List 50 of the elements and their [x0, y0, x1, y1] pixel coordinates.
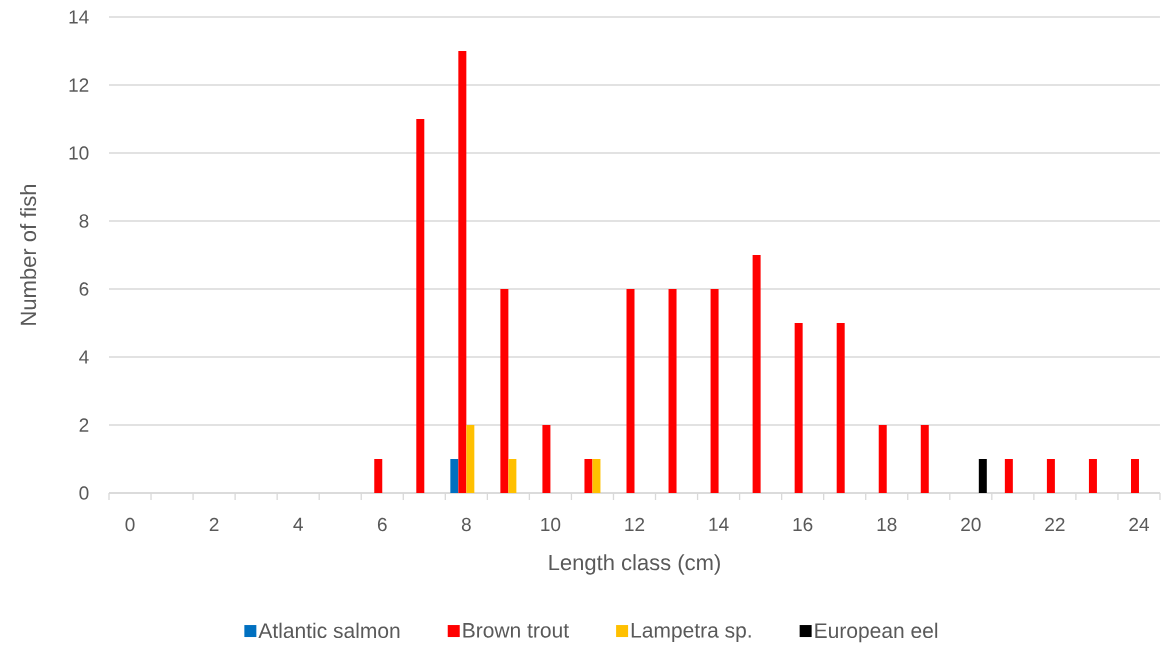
- x-tick-label: 16: [793, 517, 813, 532]
- bar: [450, 459, 459, 493]
- bar: [794, 323, 803, 493]
- bar: [626, 289, 635, 493]
- x-tick-label: 2: [209, 517, 219, 532]
- y-tick-label: 6: [79, 282, 89, 296]
- bar: [878, 425, 887, 493]
- x-tick-label: 8: [461, 517, 471, 532]
- x-tick-label: 6: [377, 517, 387, 532]
- y-tick-label: 14: [69, 10, 89, 24]
- bar: [710, 289, 719, 493]
- bar: [466, 425, 475, 493]
- x-tick-label: 0: [125, 517, 135, 532]
- y-tick-label: 4: [79, 350, 89, 364]
- bar: [1130, 459, 1139, 493]
- y-axis-title: Number of fish: [20, 184, 37, 325]
- bar: [542, 425, 551, 493]
- y-tick-label: 2: [79, 418, 89, 432]
- x-tick-label: 10: [541, 517, 561, 532]
- bar: [458, 51, 467, 493]
- bar: [584, 459, 593, 493]
- bar: [978, 459, 987, 493]
- bar: [1046, 459, 1055, 493]
- bar: [920, 425, 929, 493]
- bar: [500, 289, 509, 493]
- x-tick-label: 20: [961, 517, 981, 532]
- legend-label: Atlantic salmon: [258, 622, 400, 639]
- legend-label: Lampetra sp.: [631, 623, 751, 642]
- x-tick-label: 12: [625, 517, 645, 532]
- bar: [416, 119, 425, 493]
- x-axis-title: Length class (cm): [549, 554, 720, 575]
- legend-label: European eel: [815, 622, 938, 643]
- bar: [836, 323, 845, 493]
- bar: [752, 255, 761, 493]
- y-tick-label: 10: [69, 146, 89, 160]
- x-tick-label: 18: [877, 517, 897, 532]
- y-tick-label: 0: [79, 486, 89, 500]
- bar: [1088, 459, 1097, 493]
- bar: [668, 289, 677, 493]
- bar: [508, 459, 517, 493]
- x-tick-label: 14: [709, 517, 729, 531]
- x-tick-label: 22: [1045, 517, 1065, 532]
- x-tick-label: 24: [1129, 517, 1149, 532]
- legend-label: Brown trout: [463, 623, 569, 638]
- bar: [374, 459, 383, 493]
- bar: [592, 459, 601, 493]
- y-tick-label: 8: [79, 214, 89, 228]
- x-tick-label: 4: [293, 517, 303, 531]
- y-tick-label: 12: [69, 78, 89, 92]
- bar: [1004, 459, 1013, 493]
